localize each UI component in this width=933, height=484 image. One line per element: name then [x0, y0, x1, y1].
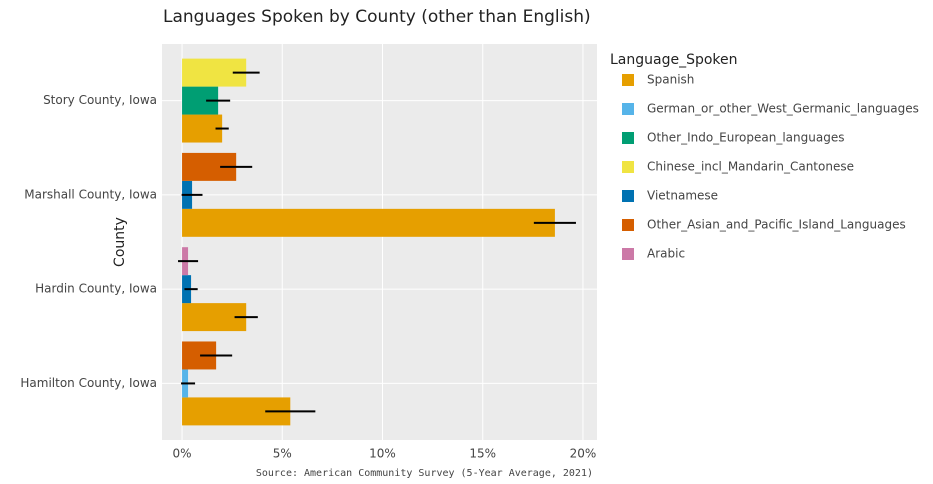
legend-label: Arabic	[647, 247, 685, 261]
legend-label: German_or_other_West_Germanic_languages	[647, 102, 919, 116]
legend-swatch	[622, 132, 634, 144]
plot-background	[162, 44, 597, 440]
x-tick-label: 15%	[469, 447, 496, 461]
legend-label: Other_Indo_European_languages	[647, 131, 844, 145]
legend-swatch	[622, 248, 634, 260]
legend-swatch	[622, 161, 634, 173]
legend-swatch	[622, 219, 634, 231]
y-tick-label: Marshall County, Iowa	[24, 187, 157, 201]
legend-swatch	[622, 74, 634, 86]
legend-swatch	[622, 103, 634, 115]
x-tick-label: 5%	[273, 447, 292, 461]
x-tick-label: 20%	[570, 447, 597, 461]
x-tick-label: 0%	[173, 447, 192, 461]
y-tick-label: Hamilton County, Iowa	[20, 376, 157, 390]
y-axis-title: County	[112, 217, 128, 267]
y-tick-label: Story County, Iowa	[43, 93, 157, 107]
x-tick-label: 10%	[369, 447, 396, 461]
bar	[182, 208, 555, 237]
legend-label: Vietnamese	[647, 189, 718, 203]
legend-title: Language_Spoken	[610, 52, 738, 68]
y-tick-label: Hardin County, Iowa	[35, 282, 157, 296]
legend-label: Other_Asian_and_Pacific_Island_Languages	[647, 218, 906, 232]
source-note: Source: American Community Survey (5-Yea…	[256, 468, 593, 479]
legend-swatch	[622, 190, 634, 202]
chart-title: Languages Spoken by County (other than E…	[163, 7, 591, 27]
bar	[182, 114, 223, 143]
legend-label: Spanish	[647, 73, 694, 87]
legend-label: Chinese_incl_Mandarin_Cantonese	[647, 160, 854, 174]
